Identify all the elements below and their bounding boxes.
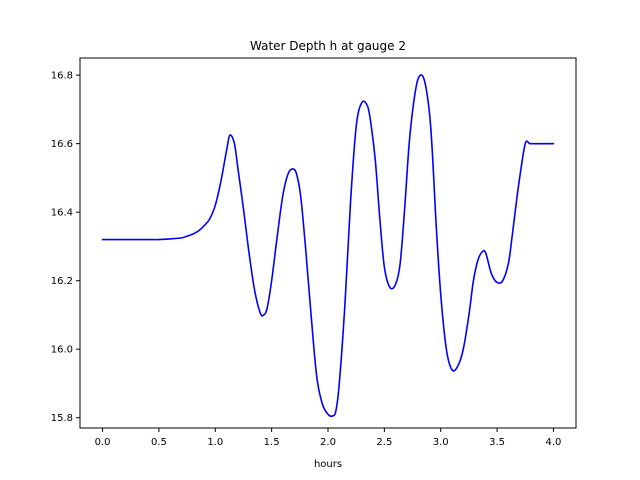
x-axis: 0.0 0.5 1.0 1.5 2.0 2.5 3.0 3.5 4.0	[95, 428, 562, 448]
y-tick-label: 16.4	[51, 208, 73, 219]
x-tick-label: 3.5	[489, 437, 505, 448]
x-tick-label: 2.5	[376, 437, 392, 448]
x-tick-label: 0.0	[95, 437, 111, 448]
chart-title: Water Depth h at gauge 2	[250, 39, 406, 53]
x-tick-label: 0.5	[151, 437, 167, 448]
x-tick-label: 1.5	[264, 437, 280, 448]
series-layer	[101, 74, 555, 418]
plot-area	[80, 58, 576, 428]
x-tick-label: 1.0	[207, 437, 223, 448]
series-line-0	[101, 74, 555, 418]
y-axis: 15.8 16.0 16.2 16.4 16.6 16.8	[51, 71, 80, 424]
x-tick-label: 2.0	[320, 437, 336, 448]
x-tick-label: 4.0	[546, 437, 562, 448]
x-tick-label: 3.0	[433, 437, 449, 448]
x-axis-label: hours	[314, 459, 342, 470]
y-tick-label: 16.6	[51, 139, 73, 150]
y-tick-label: 15.8	[51, 413, 73, 424]
y-tick-label: 16.2	[51, 276, 73, 287]
y-tick-label: 16.0	[51, 345, 73, 356]
y-tick-label: 16.8	[51, 71, 73, 82]
